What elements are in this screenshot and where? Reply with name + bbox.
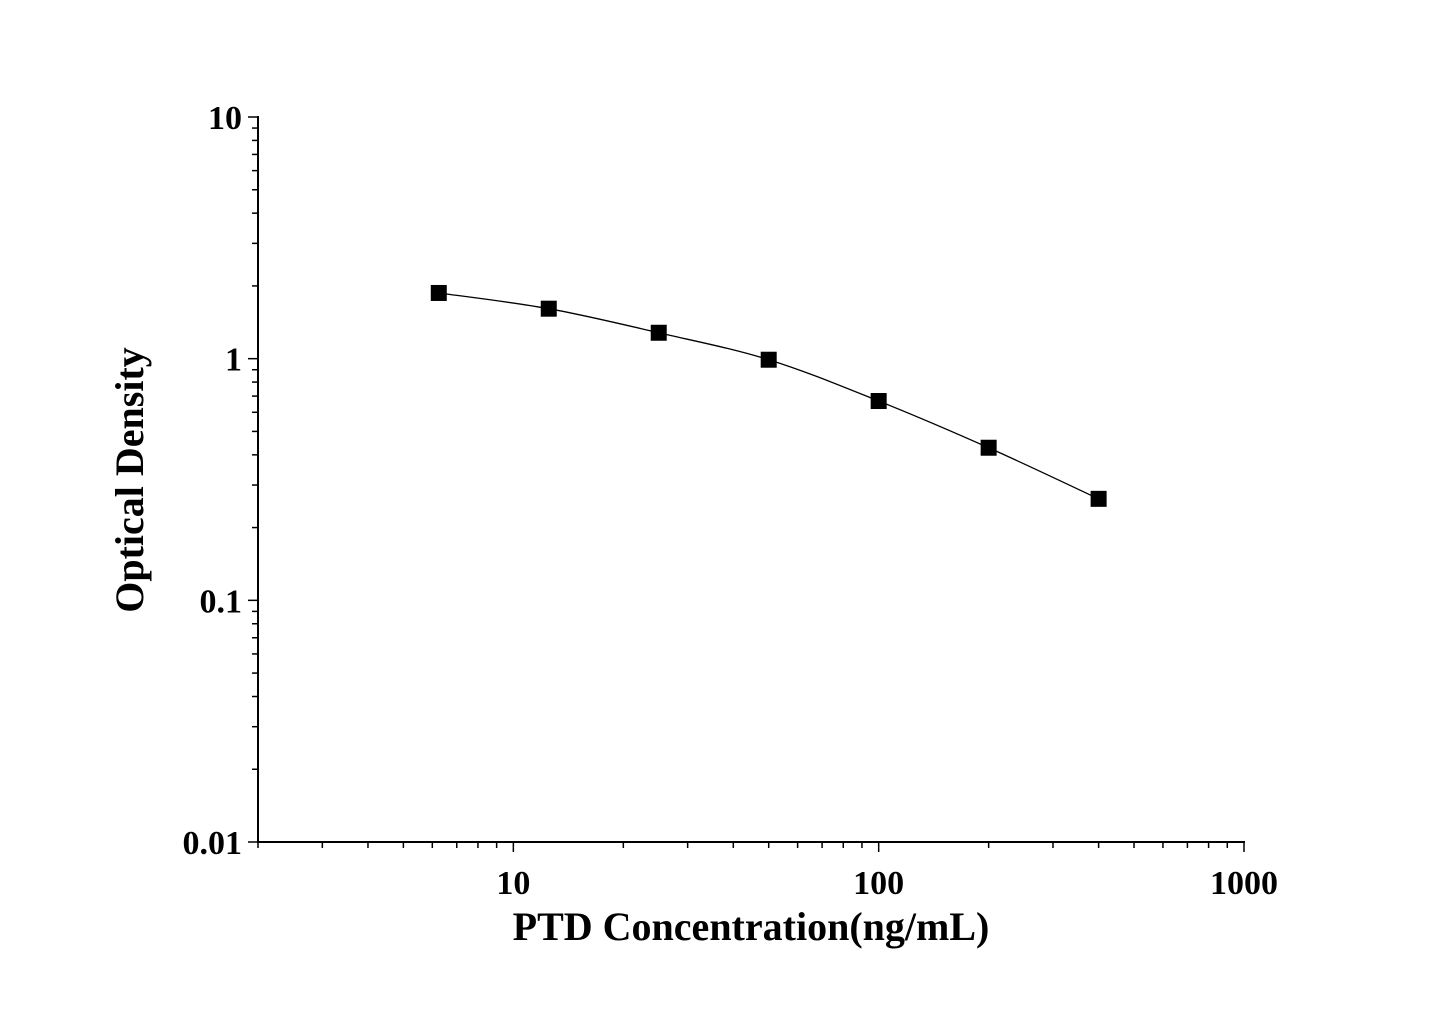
y-tick-label: 0.01 <box>183 825 243 862</box>
x-axis-label: PTD Concentration(ng/mL) <box>513 904 990 949</box>
x-tick-label: 10 <box>496 865 530 902</box>
data-point <box>870 393 887 410</box>
tick-labels: 10 100 1000 0.01 0.1 1 10 <box>183 100 1279 902</box>
y-axis-label: Optical Density <box>107 347 152 613</box>
data-point <box>1090 490 1107 507</box>
y-tick-label: 10 <box>208 100 242 137</box>
axes <box>248 116 1245 852</box>
data-point <box>540 300 557 317</box>
data-point <box>760 351 777 368</box>
fit-curve <box>438 292 1099 500</box>
data-points <box>430 284 1107 507</box>
data-point <box>650 324 667 341</box>
x-tick-label: 1000 <box>1210 865 1278 902</box>
data-point <box>430 284 447 301</box>
x-tick-label: 100 <box>853 865 904 902</box>
data-point <box>980 439 997 456</box>
y-tick-label: 1 <box>225 342 242 379</box>
y-tick-label: 0.1 <box>200 583 243 620</box>
